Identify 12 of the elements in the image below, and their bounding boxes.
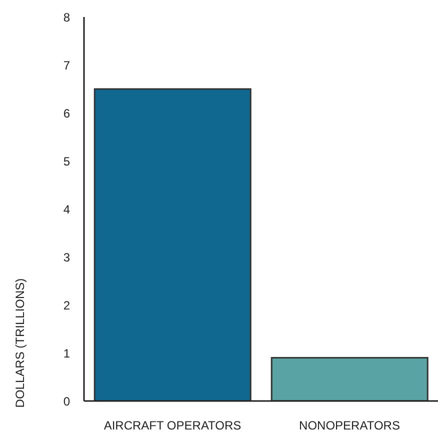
y-tick-label: 8 xyxy=(63,10,70,24)
y-tick-label: 2 xyxy=(63,298,70,312)
y-tick-label: 0 xyxy=(63,394,70,408)
y-tick-label: 1 xyxy=(63,346,70,360)
x-tick-label: NONOPERATORS xyxy=(299,418,400,433)
y-axis-title: DOLLARS (TRILLIONS) xyxy=(13,278,27,408)
y-tick-label: 4 xyxy=(63,202,70,216)
y-tick-label: 7 xyxy=(63,58,70,72)
x-tick-label: AIRCRAFT OPERATORS xyxy=(104,418,242,433)
y-tick-label: 5 xyxy=(63,154,70,168)
y-tick-label: 3 xyxy=(63,250,70,264)
y-tick-label: 6 xyxy=(63,106,70,120)
